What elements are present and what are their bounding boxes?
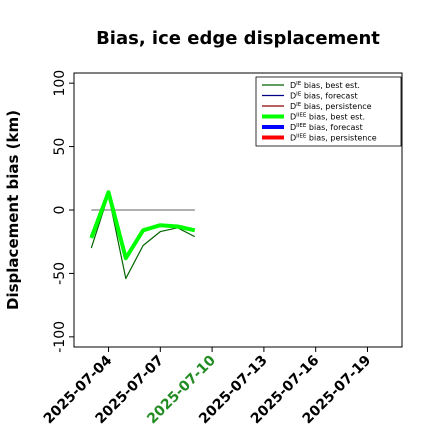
legend-label: DIIEE bias, best est.: [290, 113, 365, 122]
chart-title: Bias, ice edge displacement: [96, 28, 380, 49]
y-tick-label: -100: [52, 321, 68, 353]
legend-label: DIIEE bias, forecast: [290, 123, 363, 132]
y-tick-label: -50: [52, 262, 68, 285]
legend-label: DIE bias, forecast: [290, 92, 358, 101]
y-axis-label: Displacement bias (km): [4, 110, 22, 310]
legend-label: DIE bias, persistence: [290, 102, 372, 111]
y-tick-label: 0: [52, 206, 68, 215]
series-line-0: [90, 194, 196, 280]
legend: DIE bias, best est. DIE bias, forecastDIE…: [255, 76, 402, 147]
legend-box: [255, 76, 402, 147]
y-tick-label: 50: [52, 138, 68, 156]
series-line-3: [89, 190, 196, 261]
legend-label: DIE bias, best est.: [290, 81, 360, 90]
y-tick-label: 100: [52, 70, 68, 97]
legend-label: DIIEE bias, persistence: [290, 134, 377, 143]
